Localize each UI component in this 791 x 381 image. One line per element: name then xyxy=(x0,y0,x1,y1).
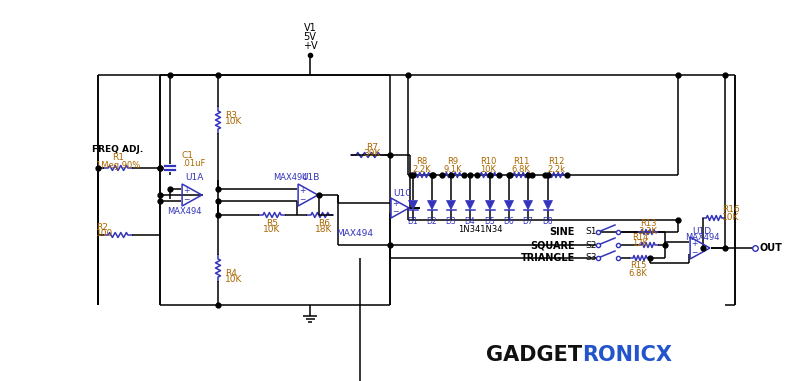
Text: R11: R11 xyxy=(513,157,529,166)
Text: R8: R8 xyxy=(416,157,428,166)
Text: 5V: 5V xyxy=(304,32,316,42)
Text: MAX494: MAX494 xyxy=(167,207,201,216)
Text: GADGET: GADGET xyxy=(486,345,582,365)
Text: D3: D3 xyxy=(445,216,456,226)
Text: 6.8K: 6.8K xyxy=(629,269,648,277)
Text: +V: +V xyxy=(303,41,317,51)
Text: 3.3K: 3.3K xyxy=(638,226,657,235)
Text: R2: R2 xyxy=(96,223,108,232)
Text: D8: D8 xyxy=(543,216,554,226)
Polygon shape xyxy=(465,200,475,210)
Polygon shape xyxy=(524,200,532,210)
Text: D5: D5 xyxy=(485,216,495,226)
Polygon shape xyxy=(505,200,513,210)
Text: R1: R1 xyxy=(112,154,124,163)
Text: 10K: 10K xyxy=(225,117,242,126)
Text: 1N341N34: 1N341N34 xyxy=(458,226,502,234)
Text: FREQ ADJ.: FREQ ADJ. xyxy=(93,146,144,155)
Text: C1: C1 xyxy=(182,152,194,160)
Text: R4: R4 xyxy=(225,269,237,277)
Polygon shape xyxy=(446,200,456,210)
Text: R15: R15 xyxy=(630,261,646,271)
Text: S2: S2 xyxy=(585,240,596,250)
Text: 100: 100 xyxy=(96,229,113,239)
Text: D6: D6 xyxy=(504,216,514,226)
Text: D2: D2 xyxy=(426,216,437,226)
Text: +: + xyxy=(183,186,189,195)
Text: TRIANGLE: TRIANGLE xyxy=(520,253,575,263)
Text: R6: R6 xyxy=(318,218,330,227)
Text: RONICX: RONICX xyxy=(582,345,672,365)
Text: −: − xyxy=(392,208,398,216)
Text: R9: R9 xyxy=(448,157,459,166)
Text: R10: R10 xyxy=(480,157,496,166)
Text: D7: D7 xyxy=(523,216,533,226)
Text: 39K: 39K xyxy=(363,149,380,158)
Polygon shape xyxy=(543,200,552,210)
Text: 9.1K: 9.1K xyxy=(444,165,462,173)
Text: +: + xyxy=(392,200,398,208)
Text: R5: R5 xyxy=(266,218,278,227)
Text: U1C: U1C xyxy=(393,189,411,199)
Text: 10K: 10K xyxy=(225,275,242,285)
Text: 10K: 10K xyxy=(480,165,496,173)
Text: OUT: OUT xyxy=(760,243,783,253)
Text: D1: D1 xyxy=(407,216,418,226)
Polygon shape xyxy=(427,200,437,210)
Text: R14: R14 xyxy=(632,232,648,242)
Text: U1B: U1B xyxy=(301,173,320,182)
Text: 2.2K: 2.2K xyxy=(413,165,431,173)
Text: 12K: 12K xyxy=(632,240,648,248)
Polygon shape xyxy=(408,200,418,210)
Text: −: − xyxy=(299,195,305,204)
Text: −: − xyxy=(691,248,698,257)
Text: U1A: U1A xyxy=(185,173,203,182)
Text: MAX494: MAX494 xyxy=(336,229,373,237)
Text: 10K: 10K xyxy=(263,226,281,234)
Text: 6.8K: 6.8K xyxy=(512,165,531,173)
Text: S3: S3 xyxy=(585,253,596,263)
Text: V1: V1 xyxy=(304,23,316,33)
Text: 1Meg 90%: 1Meg 90% xyxy=(96,160,140,170)
Text: R7: R7 xyxy=(366,142,378,152)
Text: S1: S1 xyxy=(585,227,596,237)
Text: SQUARE: SQUARE xyxy=(531,240,575,250)
Text: R13: R13 xyxy=(640,219,657,229)
Text: MAX494: MAX494 xyxy=(685,234,719,242)
Text: 2.2k: 2.2k xyxy=(547,165,565,173)
Text: R12: R12 xyxy=(548,157,564,166)
Text: +: + xyxy=(691,239,698,248)
Text: .01uF: .01uF xyxy=(182,158,206,168)
Text: −: − xyxy=(183,195,189,204)
Text: D4: D4 xyxy=(464,216,475,226)
Polygon shape xyxy=(486,200,494,210)
Text: R16: R16 xyxy=(722,205,740,215)
Text: MAX494: MAX494 xyxy=(273,173,307,182)
Text: 18K: 18K xyxy=(316,226,333,234)
Text: SINE: SINE xyxy=(550,227,575,237)
Text: 10K: 10K xyxy=(722,213,740,221)
Text: U1D: U1D xyxy=(692,226,712,235)
Text: +: + xyxy=(299,186,305,195)
Text: R3: R3 xyxy=(225,110,237,120)
